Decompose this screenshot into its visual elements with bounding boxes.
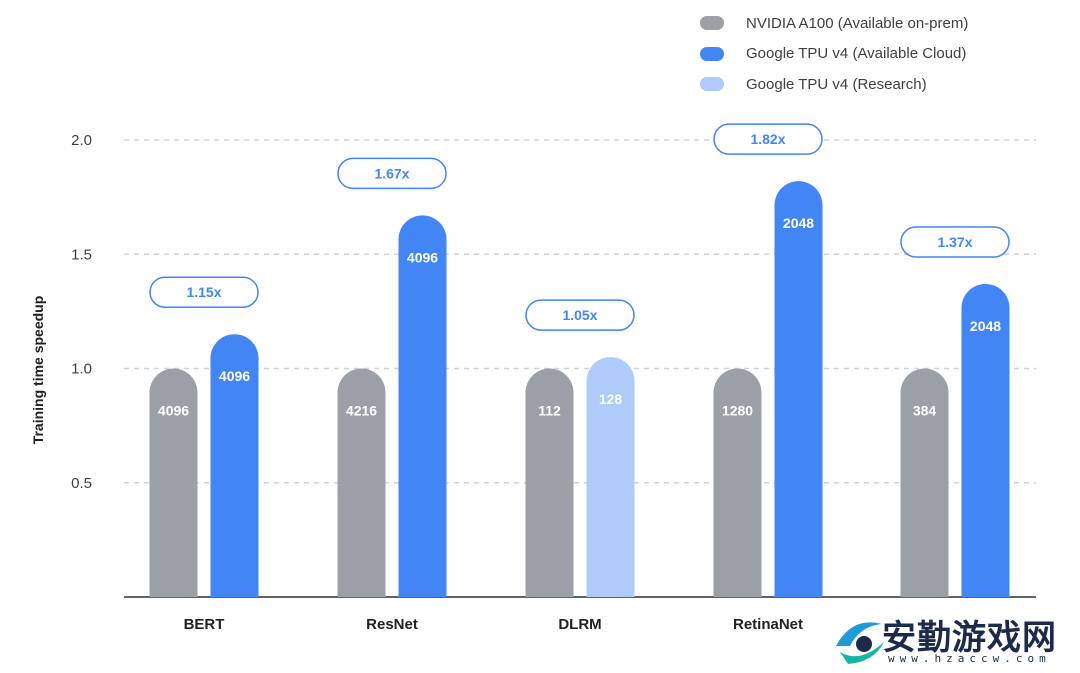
bar bbox=[337, 368, 386, 597]
x-tick-label: RetinaNet bbox=[733, 616, 803, 633]
watermark-url: www.hzaccw.com bbox=[888, 652, 1051, 665]
legend-item-tpu-research: Google TPU v4 (Research) bbox=[700, 69, 968, 100]
bar-data-label: 4096 bbox=[158, 403, 189, 419]
speedup-badge bbox=[713, 123, 823, 155]
speedup-badge bbox=[149, 276, 259, 308]
bar-data-label: 4096 bbox=[219, 368, 250, 384]
legend-item-a100: NVIDIA A100 (Available on-prem) bbox=[700, 8, 968, 39]
legend-item-tpu-cloud: Google TPU v4 (Available Cloud) bbox=[700, 39, 968, 70]
legend: NVIDIA A100 (Available on-prem) Google T… bbox=[700, 8, 968, 100]
bar bbox=[210, 334, 259, 597]
speedup-label: 1.67x bbox=[374, 165, 409, 181]
legend-label-tpu-research: Google TPU v4 (Research) bbox=[746, 75, 927, 93]
bar bbox=[149, 368, 198, 597]
bar bbox=[525, 368, 574, 597]
bar-data-label: 1280 bbox=[722, 403, 753, 419]
bar bbox=[774, 181, 823, 597]
legend-swatch-tpu-cloud bbox=[700, 46, 724, 61]
bar-data-label: 2048 bbox=[970, 318, 1001, 334]
y-tick-label: 2.0 bbox=[71, 132, 92, 149]
watermark-logo-icon bbox=[836, 622, 884, 664]
bar bbox=[713, 368, 762, 597]
bar bbox=[961, 283, 1010, 597]
bar-data-label: 384 bbox=[913, 403, 937, 419]
y-tick-label: 1.5 bbox=[71, 246, 92, 263]
x-tick-label: ResNet bbox=[366, 616, 418, 633]
speedup-label: 1.05x bbox=[562, 307, 597, 323]
y-tick-label: 0.5 bbox=[71, 475, 92, 492]
bar-data-label: 4216 bbox=[346, 403, 377, 419]
bar-data-label: 112 bbox=[538, 403, 561, 419]
speedup-label: 1.82x bbox=[750, 131, 785, 147]
legend-label-tpu-cloud: Google TPU v4 (Available Cloud) bbox=[746, 45, 967, 63]
legend-swatch-a100 bbox=[700, 16, 724, 31]
legend-label-a100: NVIDIA A100 (Available on-prem) bbox=[746, 14, 969, 32]
bar-data-label: 4096 bbox=[407, 249, 438, 265]
bar-data-label: 2048 bbox=[783, 215, 814, 231]
speedup-badge bbox=[337, 157, 447, 190]
bar bbox=[398, 215, 447, 597]
bar-data-label: 128 bbox=[599, 391, 623, 407]
speedup-badge bbox=[525, 299, 635, 331]
watermark: 安勤游戏网 www.hzaccw.com bbox=[830, 612, 1070, 668]
watermark-title: 安勤游戏网 bbox=[882, 618, 1057, 658]
bar bbox=[586, 357, 635, 597]
speedup-label: 1.37x bbox=[937, 234, 972, 250]
x-tick-label: DLRM bbox=[558, 616, 601, 633]
speedup-badge bbox=[900, 226, 1010, 258]
bar bbox=[900, 368, 949, 597]
x-tick-label: BERT bbox=[184, 616, 225, 633]
legend-swatch-tpu-research bbox=[700, 77, 724, 92]
speedup-label: 1.15x bbox=[186, 284, 221, 300]
y-tick-label: 1.0 bbox=[71, 361, 92, 378]
